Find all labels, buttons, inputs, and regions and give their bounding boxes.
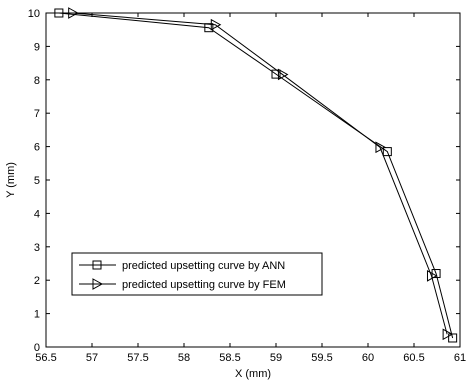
x-tick-label: 60.5 [403,352,424,364]
data-point-marker [68,7,79,19]
y-tick-label: 1 [34,309,40,321]
x-tick-label: 57.5 [127,352,148,364]
x-tick-label: 57 [86,352,98,364]
x-tick-label: 59 [270,352,282,364]
data-point-marker [448,333,458,343]
legend-marker [92,260,102,270]
y-tick-label: 3 [34,242,40,254]
y-tick-label: 6 [34,142,40,154]
series-line [72,12,448,335]
x-tick-label: 58.5 [219,352,240,364]
legend-items: predicted upsetting curve by ANN predicte… [79,260,286,291]
legend-item: predicted upsetting curve by FEM [79,278,286,291]
legend-marker [92,278,104,290]
y-tick-label: 2 [34,275,40,287]
data-point-marker [426,270,438,282]
data-point-marker [277,68,289,81]
x-axis-label: X (mm) [235,368,271,380]
data-point-marker [210,18,222,31]
x-tick-label: 61 [454,352,466,364]
x-tick-label: 58 [178,352,190,364]
legend-label: predicted upsetting curve by ANN [122,260,285,272]
axis-ticks: 56.5 57 57.5 58 58.5 59 59.5 60 60.5 61 0 1 2 3 4 5 6 7 8 9… [28,8,466,364]
y-tick-label: 7 [34,108,40,120]
y-tick-label: 8 [34,75,40,87]
legend-box [71,252,323,296]
data-point-marker [382,147,392,157]
y-tick-label: 0 [34,342,40,354]
plot-area-frame [45,12,461,348]
x-tick-label: 56.5 [35,352,56,364]
data-point-marker [54,8,64,18]
legend: predicted upsetting curve by ANN predicte… [71,252,323,296]
x-tick-label: 60 [362,352,374,364]
series-layer [54,7,458,343]
series-line [58,12,454,339]
y-tick-label: 5 [34,175,40,187]
x-tick-label: 59.5 [311,352,332,364]
legend-item: predicted upsetting curve by ANN [79,260,285,272]
y-tick-label: 9 [34,41,40,53]
data-point-marker [442,328,454,341]
y-axis-label: Y (mm) [5,162,17,198]
series-2 [68,7,454,341]
y-tick-label: 10 [28,8,40,20]
data-point-marker [375,141,386,154]
legend-label: predicted upsetting curve by FEM [122,279,286,291]
y-tick-label: 4 [34,208,40,220]
